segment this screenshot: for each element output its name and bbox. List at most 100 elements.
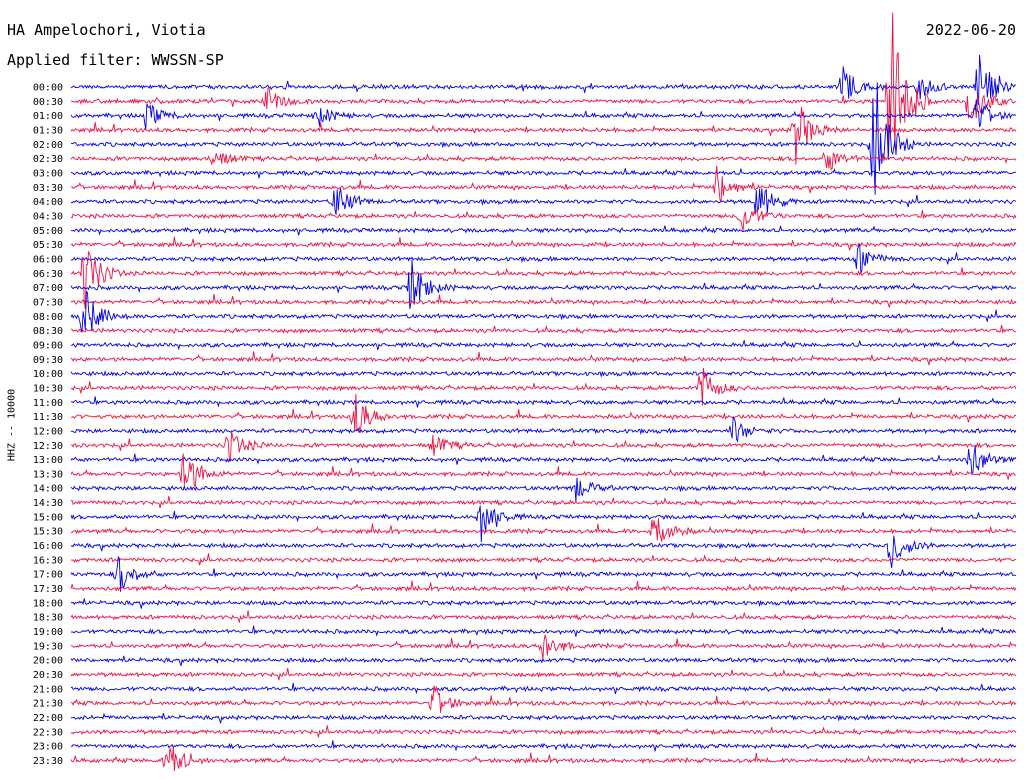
row-time-label: 13:30 — [33, 469, 63, 480]
row-time-label: 21:00 — [33, 684, 63, 695]
trace-row — [70, 294, 1017, 308]
trace-row — [71, 431, 1016, 462]
trace-row — [70, 555, 1017, 592]
trace-row — [70, 225, 1017, 236]
row-time-label: 19:30 — [33, 641, 63, 652]
trace-row — [70, 655, 1017, 667]
trace-row — [70, 243, 1017, 274]
row-time-label: 08:00 — [33, 312, 63, 323]
station-title: HA Ampelochori, Viotia — [7, 21, 206, 39]
trace-row — [70, 12, 1016, 151]
trace-row — [70, 625, 1017, 637]
row-label-layer: 00:00 00:30 01:00 01:30 02:00 02:30 03:00 03:30… — [33, 83, 63, 768]
row-time-label: 23:00 — [33, 742, 63, 753]
trace-row — [70, 453, 1016, 488]
trace-row — [70, 165, 1017, 204]
trace-row — [70, 340, 1017, 351]
trace-row — [70, 393, 1017, 433]
row-time-label: 14:30 — [33, 498, 63, 509]
row-time-label: 05:30 — [33, 240, 63, 251]
filter-label: Applied filter: — [7, 51, 143, 69]
row-time-label: 19:00 — [33, 627, 63, 638]
trace-row — [70, 236, 1017, 251]
row-time-label: 08:30 — [33, 326, 63, 337]
trace-row — [70, 477, 1017, 502]
trace-row — [70, 505, 1017, 543]
row-time-label: 15:00 — [33, 512, 63, 523]
trace-row — [70, 82, 1017, 195]
row-time-label: 01:30 — [33, 125, 63, 136]
row-time-label: 03:30 — [33, 183, 63, 194]
date-label: 2022-06-20 — [925, 21, 1016, 39]
row-time-label: 12:30 — [33, 441, 63, 452]
row-time-label: 03:00 — [33, 168, 63, 179]
trace-row — [70, 610, 1017, 623]
trace-row — [70, 580, 1017, 593]
row-time-label: 17:00 — [33, 570, 63, 581]
trace-row — [71, 740, 1017, 752]
row-time-label: 06:00 — [33, 254, 63, 265]
row-time-label: 02:00 — [33, 140, 63, 151]
filter-line: Applied filter: WWSSN-SP — [7, 51, 224, 69]
trace-row — [70, 725, 1017, 738]
row-time-label: 11:00 — [33, 398, 63, 409]
row-time-label: 22:30 — [33, 727, 63, 738]
trace-row — [70, 495, 1017, 509]
row-time-label: 00:30 — [33, 97, 63, 108]
trace-row — [70, 685, 1017, 713]
trace-row — [70, 370, 1016, 378]
row-time-label: 05:00 — [33, 226, 63, 237]
row-time-label: 18:00 — [33, 598, 63, 609]
trace-row — [70, 518, 1017, 542]
row-time-label: 07:00 — [33, 283, 63, 294]
trace-row — [70, 598, 1017, 609]
row-time-label: 17:30 — [33, 584, 63, 595]
row-time-label: 15:30 — [33, 527, 63, 538]
trace-row — [70, 445, 1017, 476]
row-time-label: 02:30 — [33, 154, 63, 165]
row-time-label: 21:30 — [33, 699, 63, 710]
trace-row — [70, 535, 1017, 568]
trace-row — [70, 634, 1017, 660]
row-time-label: 11:30 — [33, 412, 63, 423]
row-time-label: 09:00 — [33, 340, 63, 351]
row-time-label: 18:30 — [33, 613, 63, 624]
row-time-label: 20:00 — [33, 656, 63, 667]
helicorder-header: HA Ampelochori, Viotia Applied filter: W… — [0, 0, 1024, 80]
trace-row — [70, 250, 1017, 309]
row-time-label: 01:00 — [33, 111, 63, 122]
trace-layer — [70, 12, 1017, 771]
trace-row — [70, 99, 1017, 130]
row-time-label: 10:30 — [33, 383, 63, 394]
row-time-label: 16:30 — [33, 555, 63, 566]
trace-row — [70, 259, 1017, 309]
trace-row — [70, 351, 1016, 366]
trace-row — [70, 667, 1017, 681]
row-time-label: 20:30 — [33, 670, 63, 681]
row-time-label: 09:30 — [33, 355, 63, 366]
row-time-label: 07:30 — [33, 297, 63, 308]
trace-row — [70, 209, 1017, 231]
row-time-label: 06:30 — [33, 269, 63, 280]
trace-row — [70, 168, 1017, 179]
row-time-label: 04:30 — [33, 211, 63, 222]
trace-row — [70, 712, 1016, 724]
row-time-label: 13:00 — [33, 455, 63, 466]
trace-row — [70, 746, 1017, 771]
trace-row — [70, 151, 1017, 171]
trace-row — [70, 54, 1016, 105]
trace-row — [70, 682, 1017, 695]
trace-row — [70, 107, 1017, 165]
trace-row — [70, 188, 1017, 215]
trace-row — [70, 553, 1016, 566]
channel-label: HHZ -- 10000 — [6, 388, 18, 462]
row-time-label: 10:00 — [33, 369, 63, 380]
trace-row — [70, 367, 1017, 406]
row-time-label: 12:00 — [33, 426, 63, 437]
filter-value: WWSSN-SP — [151, 51, 224, 69]
trace-row — [70, 415, 1017, 443]
row-time-label: 23:30 — [33, 756, 63, 767]
row-time-label: 14:00 — [33, 484, 63, 495]
trace-row — [70, 290, 1017, 333]
